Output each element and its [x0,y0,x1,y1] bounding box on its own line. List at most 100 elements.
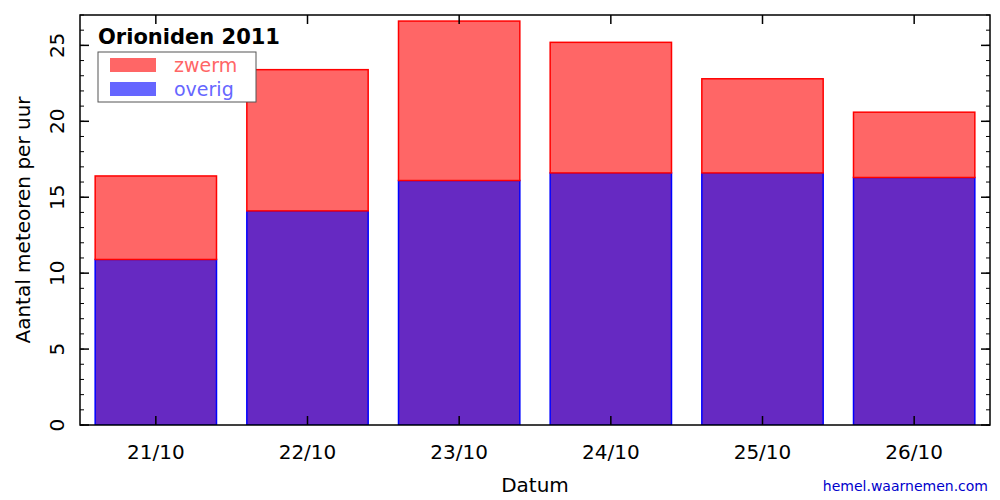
minor-tick [986,30,990,31]
minor-tick [986,303,990,304]
x-tick-label: 23/10 [430,440,488,464]
bar-segment [854,112,975,177]
minor-tick [986,106,990,107]
legend-box [98,52,256,102]
minor-tick [80,394,84,395]
x-tick-label: 21/10 [127,440,185,464]
y-tick-label: 20 [45,109,69,134]
annotation: hemel.waarnemen.com [823,478,988,494]
bar-segment [399,181,520,425]
minor-tick [986,60,990,61]
minor-tick [80,136,84,137]
minor-tick [986,166,990,167]
legend-swatch [110,82,156,96]
bar-segment [550,42,671,173]
bar-segment [95,259,216,425]
y-tick [981,424,990,426]
x-tick [458,416,460,425]
y-tick [981,121,990,123]
minor-tick [986,75,990,76]
x-tick [458,15,460,24]
bar-segment [399,21,520,180]
chart: 051015202521/1022/1023/1024/1025/1026/10… [0,0,1000,500]
minor-tick [986,227,990,228]
minor-tick [80,288,84,289]
minor-tick [80,166,84,167]
bar-segment [247,211,368,425]
y-tick-label: 0 [45,419,69,432]
minor-tick [80,106,84,107]
x-tick [155,15,157,24]
y-tick-label: 25 [45,33,69,58]
legend-label: zwerm [174,54,237,76]
bars [95,21,975,425]
plot-frame [80,15,990,425]
minor-tick [80,333,84,334]
minor-tick [80,182,84,183]
minor-tick [80,409,84,410]
y-tick [981,45,990,47]
x-tick [762,15,764,24]
minor-tick [986,136,990,137]
legend-swatch [110,58,156,72]
x-tick [307,416,309,425]
bar-segment [247,70,368,211]
minor-tick [80,90,84,91]
minor-tick [986,182,990,183]
minor-tick [986,257,990,258]
y-tick [80,424,89,426]
minor-tick [986,409,990,410]
y-tick [80,348,89,350]
title: Orioniden 2011 [98,25,280,49]
x-tick [762,416,764,425]
y-tick [981,196,990,198]
x-tick [155,416,157,425]
minor-tick [80,212,84,213]
x-axis-label: Datum [501,473,569,497]
minor-tick [80,15,84,16]
y-tick-label: 15 [45,184,69,209]
x-tick-label: 25/10 [734,440,792,464]
x-tick-label: 26/10 [885,440,943,464]
bar-segment [702,173,823,425]
x-tick [913,416,915,425]
y-tick-label: 10 [45,260,69,285]
minor-tick [80,318,84,319]
y-tick [80,121,89,123]
x-tick [913,15,915,24]
minor-tick [986,364,990,365]
minor-tick [80,60,84,61]
minor-tick [986,288,990,289]
y-tick [80,272,89,274]
bar-segment [854,177,975,425]
x-tick-label: 24/10 [582,440,640,464]
y-tick [80,45,89,47]
bar-segment [95,176,216,260]
y-axis-label: Aantal meteoren per uur [11,96,35,344]
minor-tick [986,394,990,395]
minor-tick [986,242,990,243]
minor-tick [986,212,990,213]
minor-tick [80,151,84,152]
minor-tick [986,333,990,334]
minor-tick [80,227,84,228]
minor-tick [986,318,990,319]
x-tick [610,15,612,24]
bar-segment [702,79,823,173]
minor-tick [80,303,84,304]
minor-tick [80,379,84,380]
minor-tick [986,15,990,16]
minor-tick [986,379,990,380]
minor-tick [80,257,84,258]
minor-tick [80,30,84,31]
x-tick-label: 22/10 [279,440,337,464]
bar-segment [550,173,671,425]
minor-tick [80,364,84,365]
legend-label: overig [174,78,234,100]
x-tick [307,15,309,24]
x-tick [610,416,612,425]
minor-tick [80,75,84,76]
minor-tick [80,242,84,243]
minor-tick [986,151,990,152]
minor-tick [986,90,990,91]
